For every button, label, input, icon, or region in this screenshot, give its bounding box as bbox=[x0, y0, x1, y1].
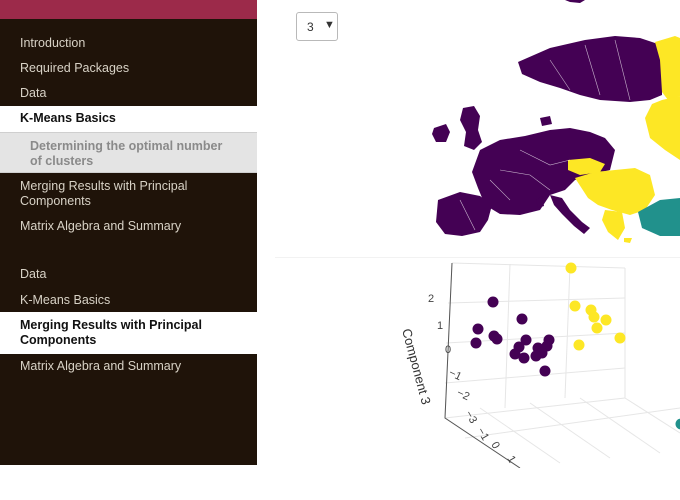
cluster-purple-points bbox=[470, 296, 555, 377]
scatter-point bbox=[516, 313, 528, 325]
sidebar-footer-space bbox=[0, 465, 257, 500]
chevron-down-icon: ▼ bbox=[324, 19, 335, 31]
toc-item-data-2[interactable]: Data bbox=[20, 267, 47, 281]
z-tick-label: 2 bbox=[428, 293, 434, 305]
toc-item-data[interactable]: Data bbox=[20, 86, 47, 100]
toc-item-required-packages[interactable]: Required Packages bbox=[20, 61, 130, 75]
map-region-island-2 bbox=[536, 196, 544, 208]
map-region-north-edge bbox=[565, 0, 585, 3]
scatter-point bbox=[520, 334, 532, 346]
scatter-point bbox=[470, 337, 482, 349]
z-tick-label: −3 bbox=[462, 409, 479, 426]
map-region-greece bbox=[602, 210, 625, 240]
toc-item-merging-results-2[interactable]: Merging Results with Principal Component… bbox=[0, 312, 257, 354]
scatter-point bbox=[588, 311, 600, 323]
map-region-baltic-east bbox=[655, 36, 680, 100]
map-region-central-east bbox=[568, 158, 605, 175]
toc-item-matrix-algebra[interactable]: Matrix Algebra and Summary bbox=[20, 219, 182, 233]
x-tick-label: −1 bbox=[474, 426, 491, 443]
map-region-uk bbox=[460, 106, 482, 150]
europe-cluster-map[interactable] bbox=[400, 0, 680, 258]
cluster-teal-points bbox=[675, 418, 680, 430]
x-tick-label: 0 bbox=[488, 440, 501, 451]
scatter-point bbox=[565, 262, 577, 274]
scatter-point bbox=[472, 323, 484, 335]
scatter-point bbox=[530, 350, 542, 362]
scatter-point bbox=[675, 418, 680, 430]
z-tick-label: 0 bbox=[445, 344, 451, 356]
toc-item-merging-results[interactable]: Merging Results with Principal Component… bbox=[20, 179, 188, 208]
z-axis-title: Component 3 bbox=[399, 327, 434, 406]
toc-item-matrix-algebra-2[interactable]: Matrix Algebra and Summary bbox=[20, 359, 182, 373]
map-region-island-1 bbox=[540, 116, 552, 126]
cluster-count-select[interactable]: 3 ▼ bbox=[296, 12, 338, 41]
z-tick-label: −1 bbox=[447, 367, 463, 383]
scatter-point bbox=[539, 365, 551, 377]
map-region-turkey bbox=[638, 198, 680, 236]
cluster-count-value: 3 bbox=[307, 20, 314, 34]
scatter-point bbox=[591, 322, 603, 334]
map-borders bbox=[459, 39, 631, 231]
z-tick-label: −2 bbox=[455, 387, 471, 403]
sidebar-toc: Introduction Required Packages Data K-Me… bbox=[0, 0, 257, 465]
scatter-point bbox=[614, 332, 626, 344]
toc-item-kmeans-basics[interactable]: K-Means Basics bbox=[0, 106, 257, 132]
map-region-iberia bbox=[436, 192, 492, 236]
scatter-point bbox=[569, 300, 581, 312]
map-region-balkans bbox=[575, 168, 655, 215]
map-region-island-3 bbox=[624, 238, 632, 243]
scatter-point bbox=[491, 333, 503, 345]
scatter-point bbox=[509, 348, 521, 360]
cluster-yellow-points bbox=[565, 262, 626, 351]
toc-item-kmeans-basics-2[interactable]: K-Means Basics bbox=[20, 293, 111, 307]
scatter-point bbox=[518, 352, 530, 364]
x-tick-label: 1 bbox=[504, 454, 517, 465]
sidebar-header-bar bbox=[0, 0, 257, 19]
map-region-western-europe bbox=[472, 128, 615, 215]
map-region-east-right bbox=[645, 96, 680, 160]
map-region-scandinavia bbox=[518, 36, 662, 102]
map-region-ireland bbox=[432, 124, 450, 142]
toc-subitem-optimal-clusters[interactable]: Determining the optimal number of cluste… bbox=[0, 132, 257, 173]
section-divider bbox=[275, 257, 680, 258]
scatter-point bbox=[573, 339, 585, 351]
map-region-italy bbox=[550, 195, 590, 234]
pca-3d-scatter[interactable]: 2 1 0 −1 −2 −3 −1 0 1 Component 3 bbox=[280, 258, 680, 468]
z-tick-label: 1 bbox=[437, 320, 443, 332]
scatter-point bbox=[600, 314, 612, 326]
toc-item-introduction[interactable]: Introduction bbox=[20, 36, 86, 50]
scatter-point bbox=[487, 296, 499, 308]
plot3d-axis-lines bbox=[444, 262, 521, 468]
